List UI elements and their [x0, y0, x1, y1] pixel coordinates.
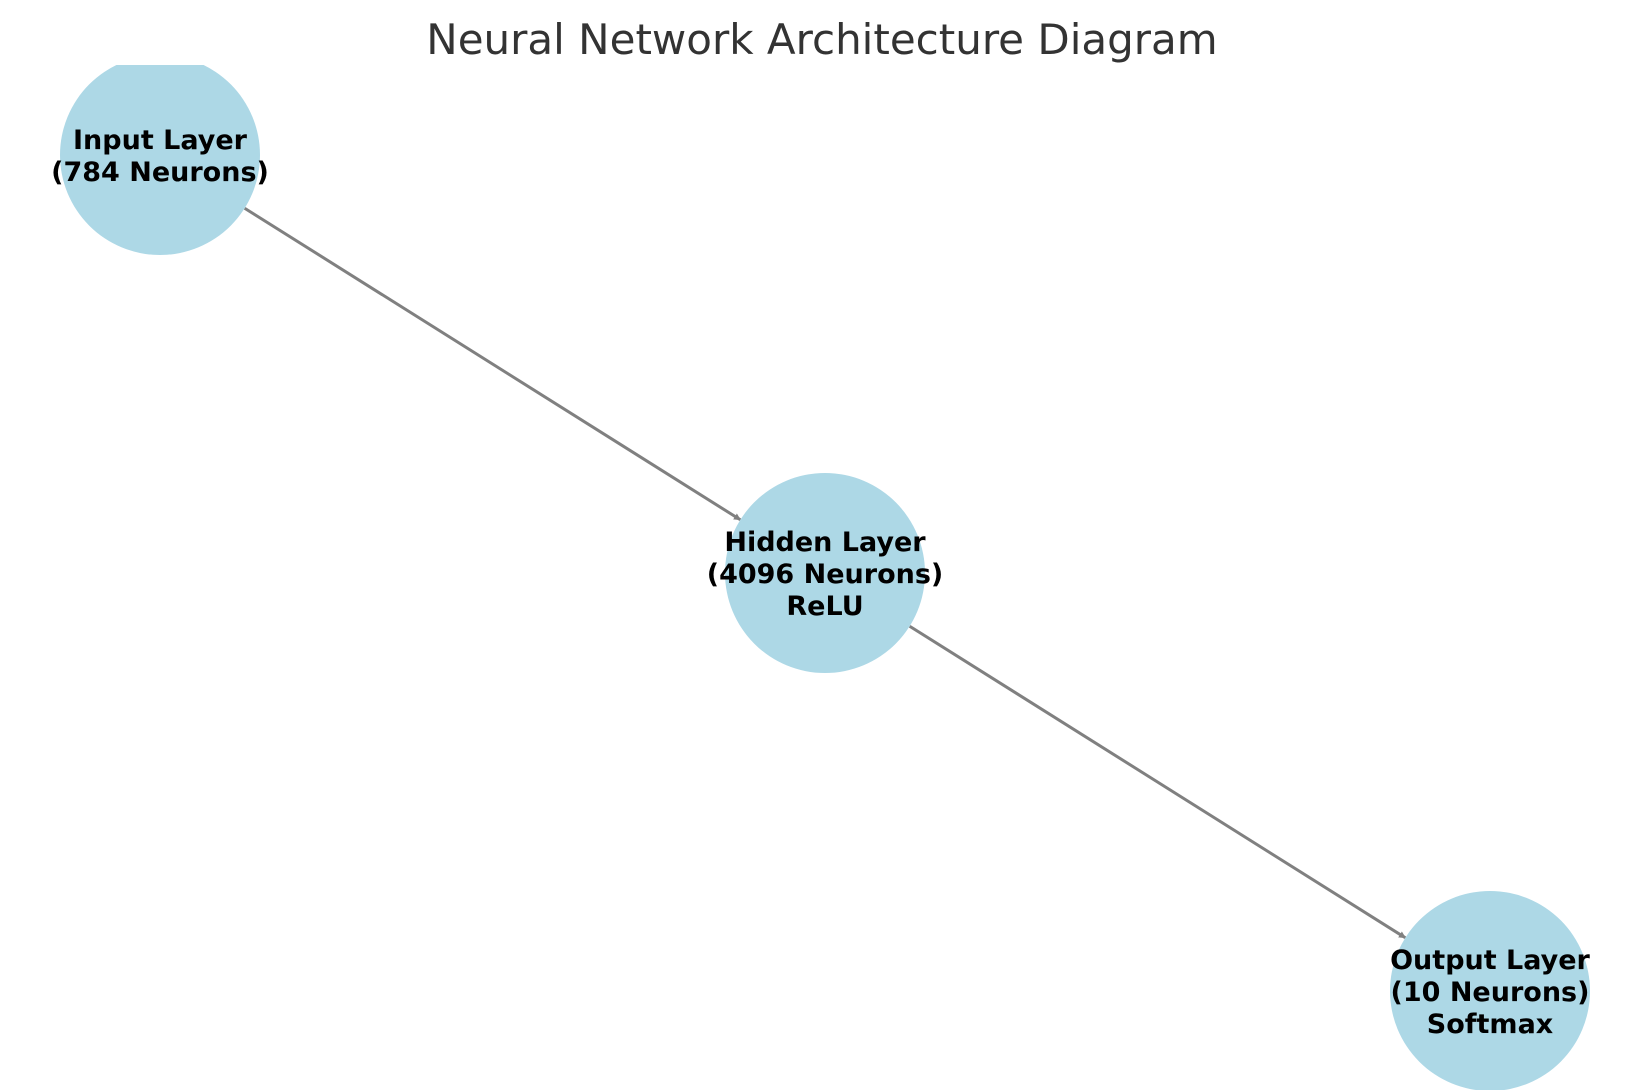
node-label-line: Output Layer [1390, 945, 1590, 976]
node-input-circle [60, 65, 260, 255]
node-input: Input Layer (784 Neurons) [51, 65, 269, 255]
node-output-circle [1390, 891, 1590, 1090]
node-label-line: (10 Neurons) [1391, 977, 1590, 1008]
node-label-line: ReLU [786, 591, 863, 622]
nodes-layer: Input Layer (784 Neurons) Hidden Layer (40… [51, 65, 1591, 1090]
node-label-line: (4096 Neurons) [707, 559, 944, 590]
node-hidden-circle [725, 473, 925, 673]
edges-layer [243, 206, 1407, 940]
node-hidden-label: Hidden Layer (4096 Neurons) ReLU [707, 527, 944, 622]
edge-input-to-hidden [243, 206, 742, 522]
diagram-title: Neural Network Architecture Diagram [426, 15, 1217, 64]
edge-hidden-to-output [908, 624, 1407, 940]
node-label-line: Softmax [1427, 1009, 1553, 1040]
node-label-line: Hidden Layer [724, 527, 926, 558]
node-output: Output Layer (10 Neurons) Softmax [1390, 891, 1591, 1090]
node-output-label: Output Layer (10 Neurons) Softmax [1390, 945, 1590, 1040]
node-hidden: Hidden Layer (4096 Neurons) ReLU [707, 473, 944, 673]
node-input-label: Input Layer (784 Neurons) [51, 125, 269, 188]
node-label-line: (784 Neurons) [51, 157, 269, 188]
node-label-line: Input Layer [73, 125, 248, 156]
